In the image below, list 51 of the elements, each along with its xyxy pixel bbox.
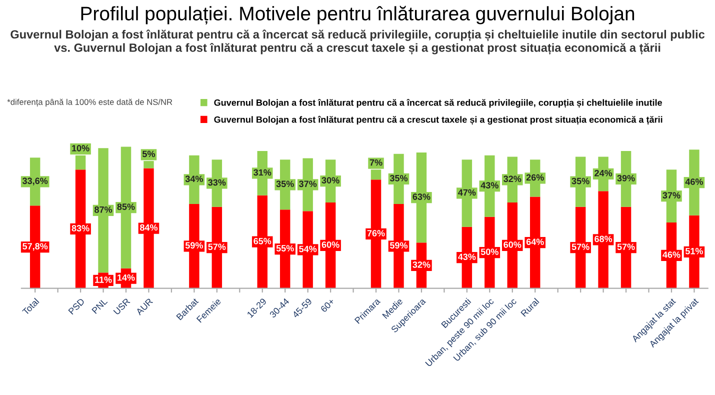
data-label: 57%: [208, 244, 226, 250]
data-label: 33%: [208, 179, 226, 186]
data-label: 60%: [504, 241, 522, 248]
data-label: 30%: [322, 177, 340, 184]
data-label: 35%: [572, 178, 590, 184]
legend-label: Guvernul Bolojan a fost înlăturat pentru că a încercat să reducă privilegiile, corupția și cheltuielile inutile: [214, 98, 662, 108]
data-label: 7%: [370, 159, 382, 166]
data-label: 87%: [94, 206, 112, 213]
data-label: 43%: [480, 182, 498, 189]
data-label: 33,6%: [22, 178, 48, 186]
data-label: 32%: [504, 176, 522, 182]
data-label: 32%: [412, 261, 430, 268]
data-label: 50%: [480, 248, 498, 256]
data-label: 57,8%: [22, 243, 48, 251]
x-tick-label: PNL: [92, 298, 108, 314]
data-label: 47%: [458, 189, 476, 196]
data-label: 64%: [526, 238, 544, 245]
data-label: 39%: [617, 174, 635, 182]
data-label: 10%: [72, 145, 90, 152]
data-label: 57%: [572, 244, 590, 250]
chart-subtitle: Guvernul Bolojan a fost înlăturat pentru că a încercat să reducă privilegiile, corupția și cheltuielile inutile din sectorul public vs. Guvernul Bolojan a fost înlăturat pentru că a crescut taxele și a gestionat prost situația economică a țării: [10, 30, 705, 54]
data-label: 46%: [685, 178, 704, 185]
x-tick-label: 60+: [320, 298, 335, 313]
data-label: 37%: [299, 180, 317, 188]
data-label: 68%: [594, 236, 612, 242]
data-label: 51%: [685, 248, 704, 254]
data-label: 35%: [390, 174, 408, 182]
data-label: 76%: [367, 230, 385, 236]
data-label: 59%: [185, 242, 203, 249]
data-label: 24%: [594, 170, 612, 176]
data-label: 55%: [276, 245, 294, 252]
legend-label: Guvernul Bolojan a fost înlăturat pentru că a crescut taxele și a gestionat prost situația economică a țării: [214, 116, 662, 125]
text: *diferența până la 100% este dată de NS/NR: [7, 98, 172, 107]
data-label: 43%: [458, 254, 476, 260]
data-label: 84%: [140, 224, 158, 231]
data-label: 54%: [299, 246, 317, 252]
data-label: 83%: [72, 225, 90, 232]
data-label: 46%: [662, 251, 680, 258]
data-label: 26%: [526, 174, 544, 181]
chart-title: Profilul populației. Motivele pentru înlăturarea guvernului Bolojan: [81, 6, 634, 24]
data-label: 85%: [117, 204, 135, 210]
data-label: 65%: [254, 238, 272, 244]
data-label: 34%: [185, 176, 203, 182]
data-label: 5%: [142, 150, 156, 158]
data-label: 31%: [254, 169, 272, 176]
data-label: 63%: [412, 194, 430, 200]
data-label: 57%: [617, 244, 635, 250]
data-label: 59%: [390, 242, 408, 249]
data-label: 60%: [322, 241, 340, 248]
data-label: 37%: [662, 192, 680, 199]
data-label: 35%: [276, 180, 294, 188]
